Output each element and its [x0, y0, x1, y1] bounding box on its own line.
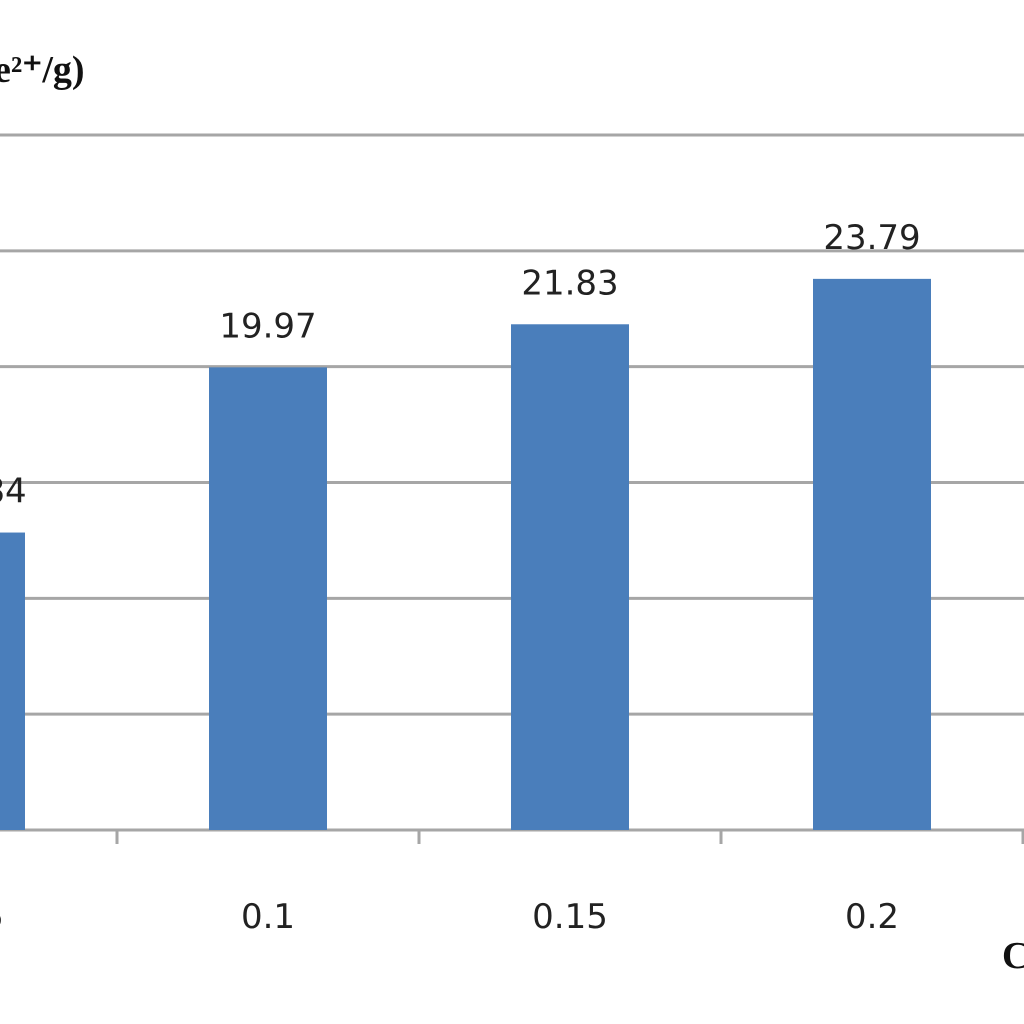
bar	[0, 532, 25, 830]
x-tick-label: 0.05	[0, 897, 4, 937]
x-axis-label: C	[1002, 935, 1024, 977]
chart-title: e²⁺/g)	[0, 49, 85, 91]
bar	[511, 324, 629, 830]
value-label: 21.83	[521, 263, 618, 303]
bar	[813, 278, 931, 830]
x-tick-label: 0.2	[845, 897, 899, 937]
x-tick-label: 0.1	[241, 897, 295, 937]
value-label: 12.84	[0, 472, 27, 512]
bar	[209, 367, 327, 830]
value-label: 19.97	[219, 306, 316, 346]
value-label: 23.79	[823, 218, 920, 258]
x-tick-label: 0.15	[532, 897, 608, 937]
